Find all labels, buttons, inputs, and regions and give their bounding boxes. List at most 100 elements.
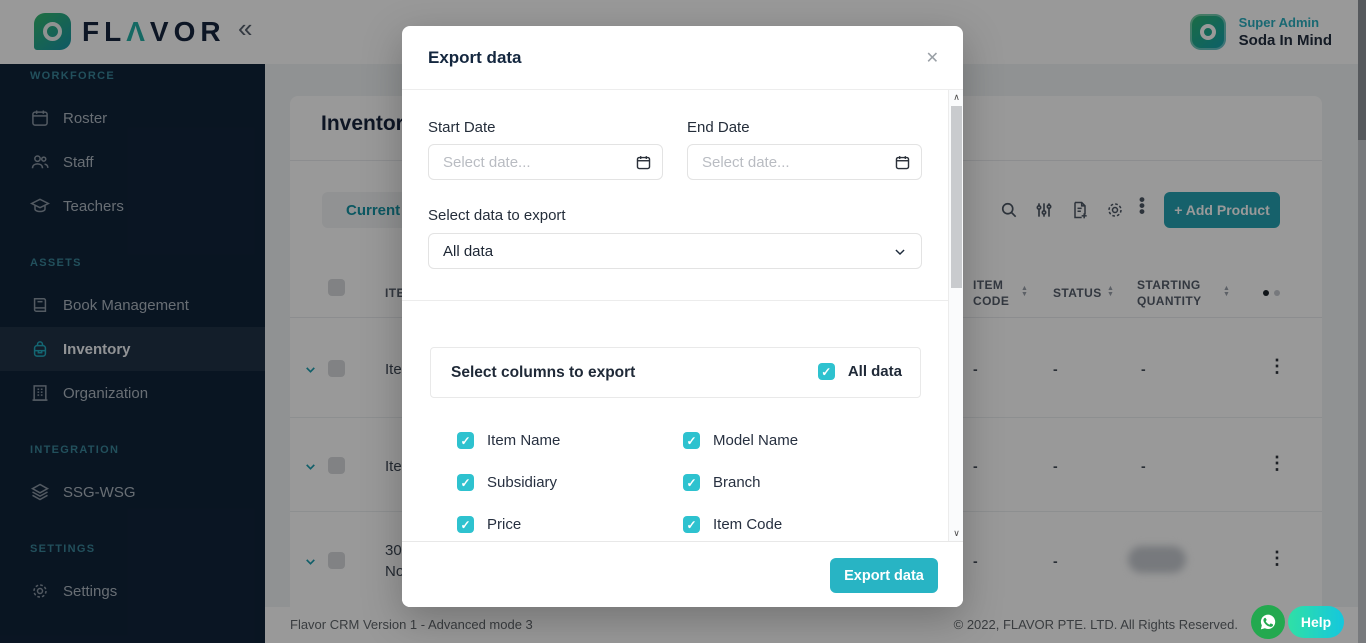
item-code-value: - [973, 553, 978, 569]
sort-icon[interactable]: ▲ ▼ [1021, 285, 1028, 298]
user-menu[interactable]: Super Admin Soda In Mind [1189, 14, 1332, 50]
column-option-price[interactable]: ✓ Price [457, 516, 521, 533]
book-icon [30, 295, 50, 315]
sidebar: WORKFORCE Roster Staff Teachers ASSETS B… [0, 64, 265, 643]
sidebar-item-ssg-wsg[interactable]: SSG-WSG [0, 470, 265, 514]
sidebar-item-label: Organization [63, 384, 149, 402]
end-date-input[interactable] [688, 145, 921, 179]
row-kebab-icon[interactable]: ⋮ [1268, 453, 1286, 473]
checkbox-checked[interactable]: ✓ [457, 474, 474, 491]
select-data-dropdown[interactable]: All data [428, 233, 922, 269]
checkbox-checked[interactable]: ✓ [683, 432, 700, 449]
flavor-logo-icon [34, 13, 71, 50]
checkbox-checked[interactable]: ✓ [683, 516, 700, 533]
column-option-label: Model Name [713, 432, 799, 449]
item-code-value: - [973, 458, 978, 474]
export-data-button[interactable]: Export data [830, 558, 938, 593]
starting-quantity-value: - [1141, 458, 1146, 474]
all-data-label: All data [847, 363, 902, 380]
column-option-label: Price [487, 516, 522, 533]
column-option-model-name[interactable]: ✓ Model Name [683, 432, 798, 449]
export-file-icon[interactable] [1070, 200, 1090, 220]
more-options-kebab-icon[interactable]: • • • [1139, 190, 1145, 221]
page-scrollbar-thumb[interactable] [1358, 0, 1366, 140]
page-scrollbar[interactable] [1358, 0, 1366, 643]
sidebar-item-roster[interactable]: Roster [0, 96, 265, 140]
brand-text: FLΛVOR [82, 16, 226, 48]
page-title: Inventory [321, 112, 416, 135]
scroll-down-icon[interactable]: ∨ [953, 528, 960, 538]
building-icon [30, 383, 50, 403]
select-data-value: All data [443, 242, 494, 260]
checkbox-checked[interactable]: ✓ [457, 432, 474, 449]
sort-icon[interactable]: ▲ ▼ [1107, 285, 1114, 298]
sidebar-item-teachers[interactable]: Teachers [0, 184, 265, 228]
select-data-label: Select data to export [428, 207, 566, 224]
select-all-checkbox[interactable] [328, 279, 345, 296]
sort-icon[interactable]: ▲ ▼ [1223, 285, 1230, 298]
table-settings-gear-icon[interactable] [1105, 200, 1125, 220]
users-icon [30, 152, 50, 172]
start-date-input[interactable] [429, 145, 662, 179]
start-date-label: Start Date [428, 119, 496, 136]
export-data-modal: Export data ✕ Start Date End Date Select… [402, 26, 963, 607]
backpack-icon [30, 339, 50, 359]
row-checkbox[interactable] [328, 360, 345, 377]
column-option-item-name[interactable]: ✓ Item Name [457, 432, 560, 449]
brand-post: VOR [149, 15, 226, 47]
calendar-icon[interactable] [894, 154, 911, 171]
status-value: - [1053, 361, 1058, 377]
section-integration: INTEGRATION [30, 444, 120, 456]
end-date-label: End Date [687, 119, 750, 136]
row-kebab-icon[interactable]: ⋮ [1268, 548, 1286, 568]
column-option-item-code[interactable]: ✓ Item Code [683, 516, 782, 533]
sidebar-item-organization[interactable]: Organization [0, 371, 265, 415]
search-icon[interactable] [999, 200, 1019, 220]
close-icon[interactable]: ✕ [925, 50, 939, 67]
chevron-down-icon[interactable] [304, 460, 317, 473]
column-page-dots[interactable] [1263, 290, 1280, 296]
select-columns-box: Select columns to export ✓ All data [430, 347, 921, 398]
modal-scrollbar[interactable]: ∧ ∨ [948, 90, 963, 541]
add-product-button[interactable]: + Add Product [1164, 192, 1280, 228]
sidebar-item-staff[interactable]: Staff [0, 140, 265, 184]
help-button[interactable]: Help [1288, 606, 1344, 638]
row-checkbox[interactable] [328, 457, 345, 474]
item-name: Ite [385, 458, 402, 475]
chevron-down-icon[interactable] [304, 363, 317, 376]
sidebar-item-book-management[interactable]: Book Management [0, 283, 265, 327]
avatar [1189, 14, 1226, 50]
sidebar-item-inventory[interactable]: Inventory [0, 327, 265, 371]
header-text: STARTING [1137, 278, 1201, 292]
sidebar-collapse-icon[interactable]: « [238, 13, 253, 43]
brand-pre: FL [82, 15, 127, 47]
end-date-field[interactable] [687, 144, 922, 180]
sidebar-item-label: SSG-WSG [63, 483, 136, 501]
sidebar-item-label: Staff [63, 153, 94, 171]
graduation-cap-icon [30, 196, 50, 216]
table-row[interactable]: 30 No - - ⋮ [290, 512, 1322, 607]
scroll-up-icon[interactable]: ∧ [953, 92, 960, 102]
section-settings: SETTINGS [30, 543, 96, 555]
sidebar-item-settings[interactable]: Settings [0, 569, 265, 613]
header-text: CODE [973, 294, 1010, 308]
column-header-item-code: ITEM CODE [973, 277, 1009, 309]
sidebar-item-label: Roster [63, 109, 108, 127]
chevron-down-icon[interactable] [304, 555, 317, 568]
calendar-icon[interactable] [635, 154, 652, 171]
filter-sliders-icon[interactable] [1034, 200, 1054, 220]
row-checkbox[interactable] [328, 552, 345, 569]
user-role: Super Admin [1238, 15, 1320, 30]
column-option-branch[interactable]: ✓ Branch [683, 474, 761, 491]
checkbox-checked[interactable]: ✓ [457, 516, 474, 533]
start-date-field[interactable] [428, 144, 663, 180]
app-version-text: Flavor CRM Version 1 - Advanced mode 3 [290, 617, 533, 632]
checkbox-checked[interactable]: ✓ [683, 474, 700, 491]
flavor-logo: FLΛVOR [34, 13, 226, 50]
modal-scrollbar-thumb[interactable] [951, 106, 962, 288]
status-value: - [1053, 553, 1058, 569]
whatsapp-icon[interactable] [1251, 605, 1285, 639]
all-data-checkbox[interactable]: ✓ [817, 363, 835, 380]
column-option-subsidiary[interactable]: ✓ Subsidiary [457, 474, 557, 491]
row-kebab-icon[interactable]: ⋮ [1268, 356, 1286, 376]
